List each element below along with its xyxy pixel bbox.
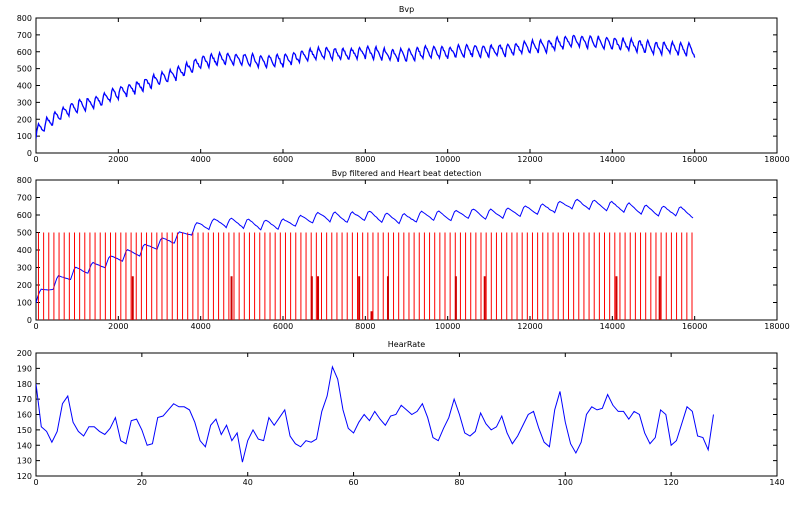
y-tick-label: 170 — [17, 395, 32, 404]
series-line — [36, 198, 694, 303]
y-tick-label: 150 — [17, 426, 32, 435]
x-tick-label: 0 — [33, 155, 38, 164]
y-tick-label: 180 — [17, 380, 32, 389]
chart-title: Bvp — [399, 5, 414, 14]
series-group — [36, 198, 694, 320]
x-tick-label: 10000 — [435, 322, 460, 331]
plot-area — [35, 179, 778, 321]
x-tick-label: 18000 — [764, 322, 789, 331]
y-tick-label: 700 — [17, 31, 32, 40]
y-tick-label: 500 — [17, 65, 32, 74]
x-tick-label: 2000 — [108, 322, 128, 331]
x-tick-label: 6000 — [273, 322, 293, 331]
series-group — [36, 365, 714, 463]
y-tick-label: 0 — [27, 316, 32, 325]
y-tick-label: 200 — [17, 349, 32, 358]
x-tick-label: 120 — [664, 478, 679, 487]
y-tick-label: 200 — [17, 281, 32, 290]
chart-2: Bvp filtered and Heart beat detection 0 20… — [17, 169, 790, 331]
y-tick-label: 130 — [17, 457, 32, 466]
x-tick-label: 14000 — [600, 322, 625, 331]
y-tick-label: 400 — [17, 82, 32, 91]
x-tick-label: 10000 — [435, 155, 460, 164]
y-tick-label: 100 — [17, 299, 32, 308]
x-tick-label: 2000 — [108, 155, 128, 164]
x-tick-label: 18000 — [764, 155, 789, 164]
x-tick-label: 4000 — [190, 322, 210, 331]
x-tick-label: 6000 — [273, 155, 293, 164]
y-tick-label: 0 — [27, 149, 32, 158]
plot-area — [35, 17, 778, 154]
y-tick-label: 300 — [17, 98, 32, 107]
x-tick-label: 100 — [558, 478, 573, 487]
y-tick-label: 700 — [17, 194, 32, 203]
x-tick-label: 12000 — [517, 322, 542, 331]
y-tick-label: 300 — [17, 264, 32, 273]
x-tick-label: 80 — [454, 478, 464, 487]
y-tick-label: 600 — [17, 48, 32, 57]
y-tick-label: 140 — [17, 441, 32, 450]
y-tick-label: 160 — [17, 411, 32, 420]
y-tick-label: 800 — [17, 176, 32, 185]
series-group — [36, 34, 696, 139]
x-tick-label: 12000 — [517, 155, 542, 164]
x-tick-label: 8000 — [355, 322, 375, 331]
x-tick-label: 0 — [33, 478, 38, 487]
x-tick-label: 140 — [769, 478, 784, 487]
y-tick-label: 800 — [17, 14, 32, 23]
y-tick-label: 200 — [17, 115, 32, 124]
series-line — [36, 365, 714, 463]
x-tick-label: 14000 — [600, 155, 625, 164]
x-tick-label: 16000 — [682, 322, 707, 331]
x-tick-label: 16000 — [682, 155, 707, 164]
chart-title: Bvp filtered and Heart beat detection — [332, 169, 482, 178]
x-tick-label: 60 — [348, 478, 358, 487]
chart-title: HearRate — [388, 340, 426, 349]
y-tick-label: 120 — [17, 472, 32, 481]
y-tick-label: 190 — [17, 364, 32, 373]
y-tick-label: 600 — [17, 211, 32, 220]
x-tick-label: 0 — [33, 322, 38, 331]
x-tick-label: 4000 — [190, 155, 210, 164]
y-tick-label: 500 — [17, 229, 32, 238]
series-line — [36, 34, 696, 139]
x-tick-label: 40 — [243, 478, 253, 487]
x-tick-label: 8000 — [355, 155, 375, 164]
chart-3: HearRate 0 20 40 60 80 100 120 140 120 130 140 150 16… — [17, 340, 785, 487]
x-tick-label: 20 — [137, 478, 147, 487]
y-tick-label: 100 — [17, 132, 32, 141]
y-tick-label: 400 — [17, 246, 32, 255]
